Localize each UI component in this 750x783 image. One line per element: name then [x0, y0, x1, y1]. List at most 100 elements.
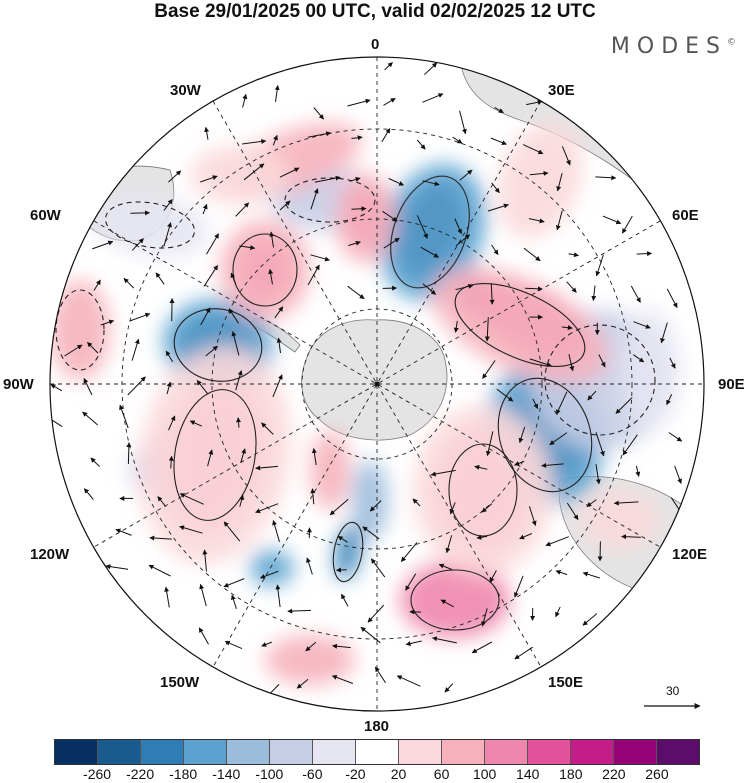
colorbar-swatch	[313, 740, 356, 764]
wind-arrow	[200, 307, 211, 326]
wind-arrow	[261, 422, 274, 435]
wind-arrow	[526, 99, 543, 106]
wind-arrow	[444, 683, 454, 693]
wind-arrow	[230, 272, 237, 285]
wind-arrow	[595, 464, 601, 485]
wind-arrow	[340, 593, 349, 607]
wind-arrow	[430, 469, 456, 477]
colorbar-swatch	[528, 740, 571, 764]
wind-arrow	[445, 535, 453, 554]
wind-arrow	[561, 325, 573, 331]
colorbar-tick-label: -20	[345, 766, 366, 782]
wind-arrow	[243, 163, 265, 181]
colorbar-tick-label: -180	[169, 766, 198, 782]
wind-arrow	[148, 564, 171, 577]
lon-label-0: 0	[371, 36, 380, 53]
wind-arrow	[615, 397, 633, 414]
colorbar-swatch	[141, 740, 184, 764]
wind-arrow	[274, 306, 284, 319]
wind-arrow	[622, 434, 638, 456]
wind-arrow	[223, 521, 241, 542]
wind-arrow	[416, 215, 428, 239]
wind-arrow	[347, 285, 365, 300]
wind-arrow	[82, 411, 99, 426]
wind-arrow	[633, 321, 651, 329]
wind-arrow	[236, 417, 241, 428]
wind-arrow	[482, 360, 496, 379]
anomaly-region	[250, 550, 294, 586]
wind-arrow	[566, 281, 577, 293]
wind-arrow	[424, 62, 438, 76]
anomaly-contour	[544, 324, 656, 436]
wind-arrow	[126, 442, 132, 465]
wind-arrow	[199, 583, 207, 607]
wind-arrow	[455, 234, 471, 247]
colorbar-tick-label: 20	[390, 766, 407, 782]
wind-arrow	[255, 503, 279, 514]
wind-arrow	[524, 286, 543, 292]
wind-arrow	[369, 500, 382, 512]
wind-arrow	[93, 279, 101, 291]
wind-arrow	[351, 135, 363, 141]
wind-arrow	[155, 272, 165, 285]
wind-arrow	[586, 499, 597, 508]
wind-arrow	[591, 285, 597, 301]
colorbar-swatch	[614, 740, 657, 764]
lon-label-30e: 30E	[548, 82, 575, 99]
modes-logo: MODES©	[611, 34, 736, 59]
lon-label-90w: 90W	[3, 376, 34, 393]
wind-scale-label: 30	[666, 684, 680, 698]
wind-arrow	[636, 251, 653, 257]
colorbar-swatch	[270, 740, 313, 764]
wind-arrow	[115, 528, 132, 536]
wind-arrow	[235, 370, 243, 391]
wind-arrow	[405, 640, 422, 646]
lon-label-60w: 60W	[30, 207, 61, 224]
wind-arrow	[337, 535, 348, 543]
colorbar-swatch	[571, 740, 614, 764]
wind-arrow	[179, 525, 203, 534]
wind-arrow	[595, 432, 605, 457]
wind-arrow	[453, 320, 459, 333]
wind-arrow	[598, 354, 606, 368]
wind-arrow	[367, 604, 385, 623]
wind-arrow	[279, 167, 300, 178]
wind-arrow	[485, 431, 494, 457]
wind-arrow	[484, 317, 490, 342]
wind-arrow	[455, 283, 474, 291]
wind-arrow	[347, 98, 371, 107]
wind-arrow	[163, 198, 173, 211]
wind-arrow	[556, 391, 568, 415]
wind-arrow	[523, 247, 541, 262]
wind-arrow	[613, 500, 639, 506]
wind-arrow	[405, 573, 417, 591]
wind-arrow	[83, 488, 94, 500]
wind-arrow	[476, 534, 488, 540]
anomaly-region	[580, 490, 660, 550]
wind-arrow	[416, 139, 426, 150]
wind-arrow	[202, 549, 208, 572]
wind-arrow	[630, 285, 641, 303]
wind-arrow	[310, 188, 319, 210]
lon-label-60e: 60E	[672, 207, 699, 224]
brand-mark: ©	[727, 37, 736, 48]
wind-arrow	[621, 534, 641, 540]
colorbar-tick-label: -60	[302, 766, 323, 782]
wind-arrow	[275, 584, 281, 608]
wind-arrow	[587, 390, 597, 401]
wind-arrow	[555, 569, 568, 576]
wind-arrow	[490, 137, 507, 145]
anomaly-contours	[55, 175, 656, 631]
wind-arrow	[555, 210, 563, 231]
wind-arrow	[549, 432, 568, 446]
colorbar	[54, 739, 700, 765]
lon-label-150e: 150E	[548, 674, 584, 691]
wind-arrow	[168, 415, 176, 431]
wind-arrow	[235, 202, 250, 217]
wind-arrow	[314, 175, 341, 183]
colorbar-swatch	[399, 740, 442, 764]
wind-arrow	[494, 106, 504, 114]
wind-arrow	[310, 254, 330, 262]
wind-arrow	[306, 557, 313, 575]
wind-arrow	[382, 210, 398, 222]
